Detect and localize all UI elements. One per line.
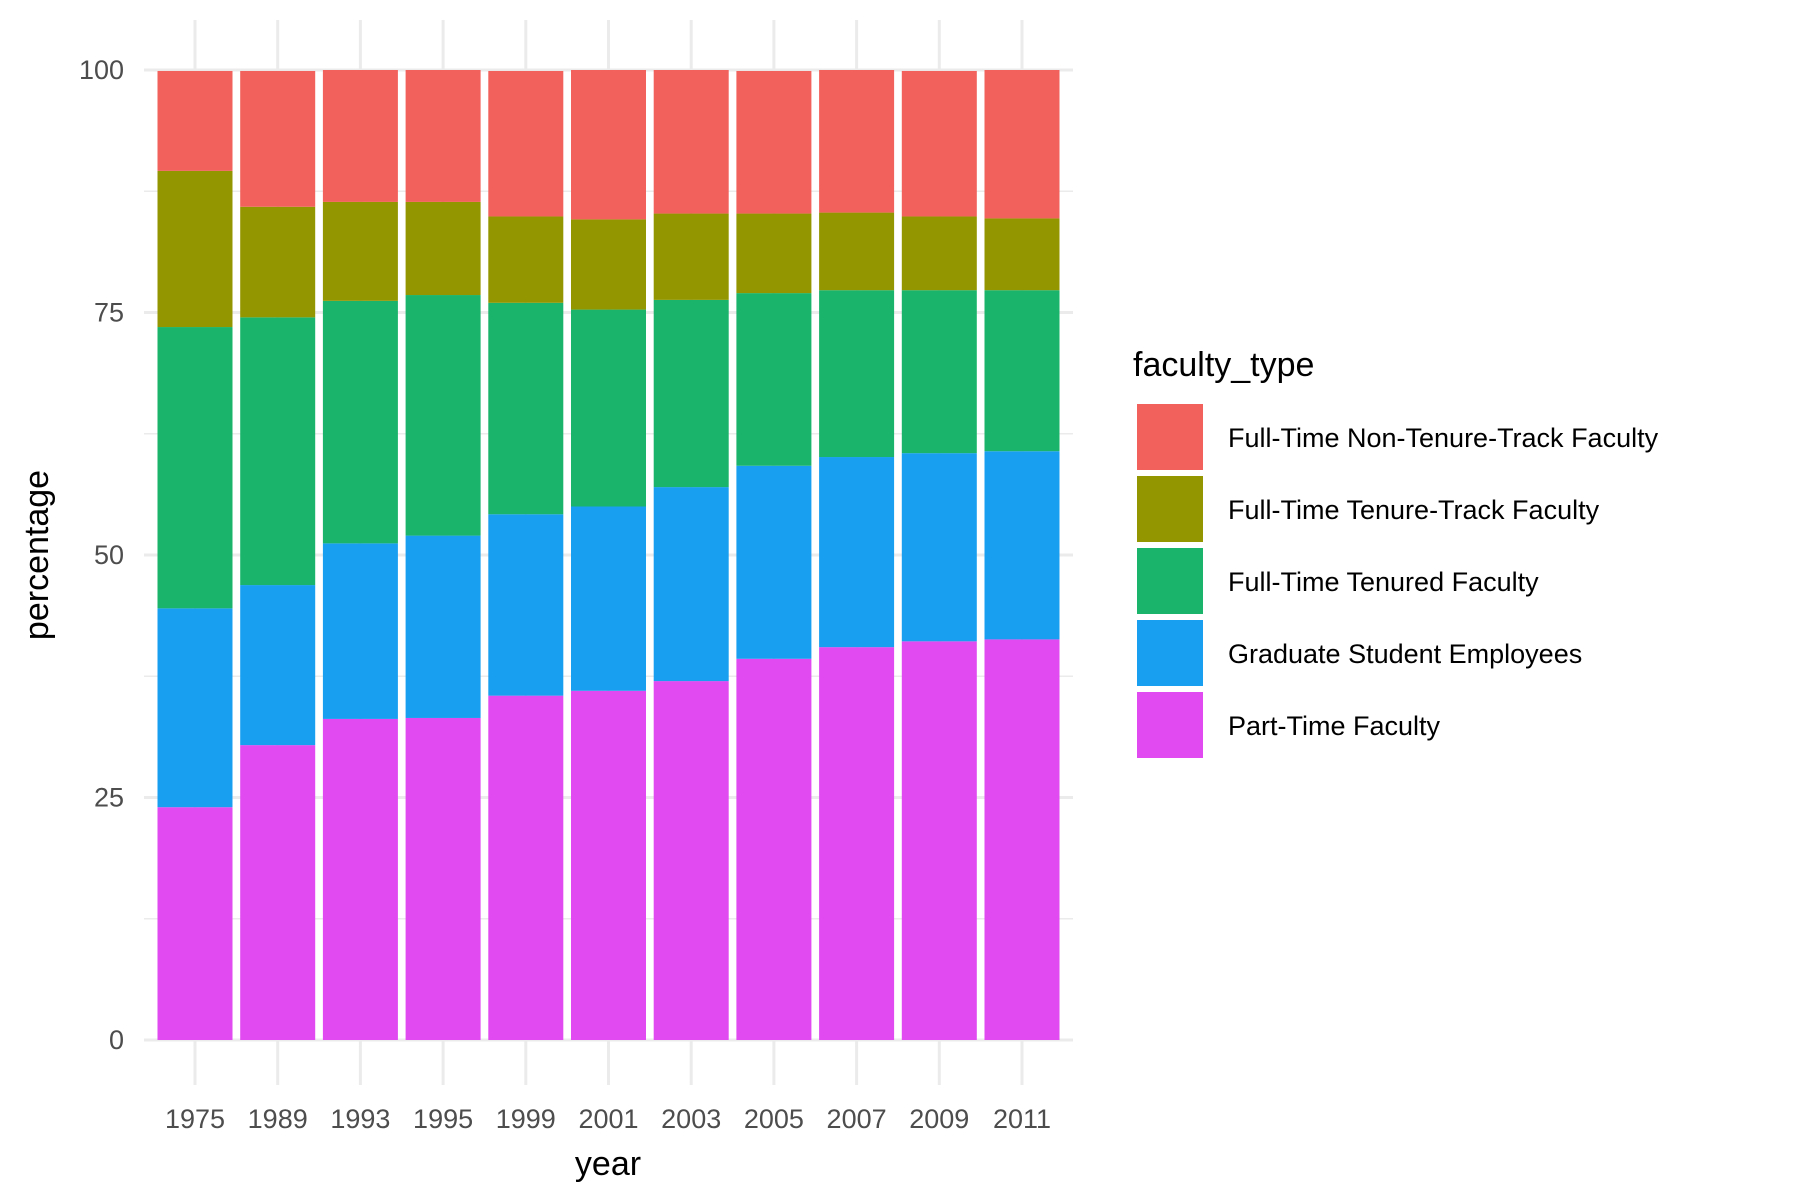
- legend-title: faculty_type: [1133, 346, 1314, 384]
- bar-segment: [901, 216, 977, 291]
- bar-segment: [901, 70, 977, 217]
- bar-segment: [653, 213, 729, 300]
- bar-segment: [984, 290, 1060, 452]
- y-tick-label: 75: [94, 298, 124, 328]
- x-tick-label: 2007: [827, 1104, 887, 1134]
- bar-segment: [819, 70, 895, 213]
- bar-segment: [653, 299, 729, 488]
- bar-segment: [736, 213, 812, 294]
- x-tick-label: 2009: [909, 1104, 969, 1134]
- legend: faculty_type Full-Time Non-Tenure-Track …: [1133, 346, 1659, 758]
- bar-segment: [157, 807, 233, 1040]
- legend-key: [1137, 548, 1203, 614]
- bar-segment: [405, 70, 481, 202]
- x-tick-label: 2003: [661, 1104, 721, 1134]
- x-tick-label: 2011: [993, 1104, 1051, 1134]
- bar-segment: [405, 717, 481, 1040]
- x-tick-label: 2001: [578, 1104, 638, 1134]
- bar-segment: [901, 290, 977, 454]
- bar-segment: [322, 300, 398, 544]
- bar-segment: [736, 465, 812, 659]
- bar-segment: [322, 543, 398, 719]
- x-tick-label: 1993: [330, 1104, 390, 1134]
- bar-segment: [901, 453, 977, 642]
- legend-label: Graduate Student Employees: [1228, 639, 1582, 669]
- bar-segment: [736, 70, 812, 214]
- legend-key: [1137, 620, 1203, 686]
- legend-key: [1137, 404, 1203, 470]
- bar-segment: [984, 639, 1060, 1040]
- bar-segment: [819, 457, 895, 648]
- legend-label: Full-Time Tenured Faculty: [1228, 567, 1539, 597]
- bar-segment: [240, 317, 316, 586]
- bar-segment: [157, 327, 233, 609]
- bar-segment: [240, 70, 316, 207]
- bar-segment: [157, 170, 233, 328]
- bar-segment: [819, 212, 895, 291]
- bar-segment: [901, 641, 977, 1040]
- bars: [157, 70, 1060, 1040]
- bar-segment: [405, 535, 481, 718]
- bar-segment: [571, 70, 646, 220]
- y-axis: 0 25 50 75 100: [79, 55, 124, 1055]
- bar-segment: [488, 216, 564, 303]
- bar-segment: [405, 201, 481, 296]
- bar-segment: [736, 658, 812, 1040]
- bar-segment: [405, 295, 481, 536]
- bar-segment: [571, 219, 646, 310]
- bar-segment: [653, 487, 729, 682]
- bar-segment: [571, 506, 646, 691]
- y-axis-title: percentage: [18, 470, 56, 640]
- x-tick-label: 1999: [496, 1104, 556, 1134]
- bar-segment: [240, 745, 316, 1040]
- bar-segment: [653, 70, 729, 214]
- y-tick-label: 100: [79, 55, 124, 85]
- bar-segment: [984, 218, 1060, 291]
- bar-segment: [984, 70, 1060, 219]
- bar-segment: [819, 647, 895, 1040]
- x-tick-label: 2005: [744, 1104, 804, 1134]
- bar-segment: [240, 206, 316, 318]
- bar-segment: [571, 690, 646, 1040]
- x-axis: 1975 1989 1993 1995 1999 2001 2003 2005 2007 2009…: [165, 1104, 1051, 1134]
- bar-segment: [240, 585, 316, 746]
- bar-segment: [322, 70, 398, 202]
- bar-segment: [488, 514, 564, 696]
- bar-segment: [488, 70, 564, 217]
- legend-label: Part-Time Faculty: [1228, 711, 1441, 741]
- legend-key: [1137, 476, 1203, 542]
- legend-key: [1137, 692, 1203, 758]
- x-tick-label: 1995: [413, 1104, 473, 1134]
- y-tick-label: 50: [94, 540, 124, 570]
- bar-segment: [157, 70, 233, 171]
- bar-segment: [736, 293, 812, 466]
- bar-segment: [571, 309, 646, 507]
- bar-segment: [322, 718, 398, 1040]
- legend-label: Full-Time Non-Tenure-Track Faculty: [1228, 423, 1659, 453]
- bar-segment: [322, 201, 398, 301]
- x-tick-label: 1989: [248, 1104, 308, 1134]
- x-axis-title: year: [575, 1145, 641, 1183]
- x-tick-label: 1975: [165, 1104, 225, 1134]
- bar-segment: [488, 695, 564, 1040]
- bar-segment: [819, 290, 895, 458]
- bar-segment: [653, 681, 729, 1040]
- bar-segment: [984, 451, 1060, 640]
- y-tick-label: 25: [94, 783, 124, 813]
- legend-label: Full-Time Tenure-Track Faculty: [1228, 495, 1600, 525]
- bar-segment: [488, 302, 564, 515]
- bar-segment: [157, 608, 233, 808]
- y-tick-label: 0: [109, 1025, 124, 1055]
